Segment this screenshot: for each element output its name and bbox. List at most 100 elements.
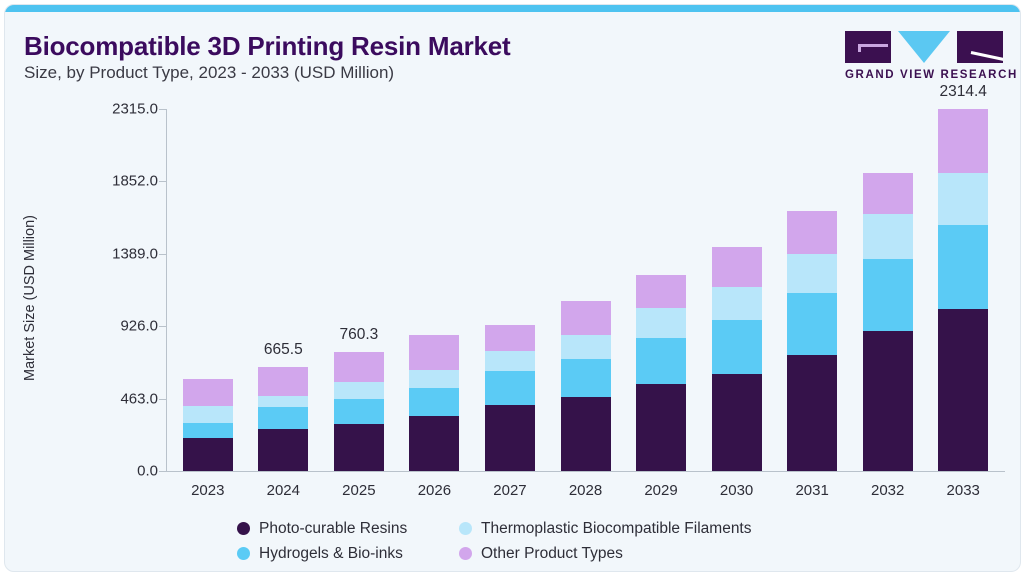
bar-segment[interactable] bbox=[938, 172, 989, 225]
y-axis-line bbox=[166, 109, 167, 471]
bar-segment[interactable] bbox=[787, 355, 838, 471]
y-axis-tick-label: 463.0 bbox=[120, 390, 158, 408]
bar-group[interactable] bbox=[560, 109, 611, 471]
bar-group[interactable] bbox=[258, 109, 309, 471]
bar-segment[interactable] bbox=[636, 384, 687, 471]
legend-row: Photo-curable Resins Thermoplastic Biocom… bbox=[237, 516, 837, 541]
bar-segment[interactable] bbox=[938, 309, 989, 471]
x-axis-tick-label: 2027 bbox=[493, 482, 527, 499]
bar-segment[interactable] bbox=[862, 331, 913, 471]
legend-label: Thermoplastic Biocompatible Filaments bbox=[481, 519, 752, 537]
legend-label: Hydrogels & Bio-inks bbox=[259, 544, 403, 562]
bar-segment[interactable] bbox=[711, 247, 762, 288]
bar-segment[interactable] bbox=[560, 397, 611, 471]
bar-segment[interactable] bbox=[560, 335, 611, 360]
bar-segment[interactable] bbox=[862, 214, 913, 260]
bar-segment[interactable] bbox=[560, 359, 611, 398]
bar-segment[interactable] bbox=[711, 287, 762, 321]
bar-segment[interactable] bbox=[484, 405, 535, 471]
bar-segment[interactable] bbox=[711, 374, 762, 471]
bar-segment[interactable] bbox=[787, 292, 838, 356]
legend-label: Other Product Types bbox=[481, 544, 623, 562]
x-axis-tick-label: 2031 bbox=[795, 482, 829, 499]
bar-group[interactable] bbox=[787, 109, 838, 471]
bar-segment[interactable] bbox=[409, 334, 460, 370]
bar-segment[interactable] bbox=[409, 387, 460, 417]
bar-value-label: 665.5 bbox=[263, 340, 303, 358]
bar-group[interactable] bbox=[484, 109, 535, 471]
bar-segment[interactable] bbox=[636, 338, 687, 385]
bar-group[interactable] bbox=[938, 109, 989, 471]
g-block-icon bbox=[845, 31, 891, 63]
y-axis-tick-label: 0.0 bbox=[137, 462, 158, 480]
bar-segment[interactable] bbox=[258, 366, 309, 397]
x-axis-tick-label: 2030 bbox=[719, 482, 754, 499]
bar-segment[interactable] bbox=[182, 438, 233, 471]
y-axis-tick-label: 1389.0 bbox=[112, 245, 158, 263]
y-axis-tick-label: 926.0 bbox=[120, 317, 158, 335]
bar-segment[interactable] bbox=[333, 352, 384, 383]
y-axis-label: Market Size (USD Million) bbox=[22, 215, 38, 381]
bar-segment[interactable] bbox=[182, 423, 233, 439]
y-axis-tick-label: 1852.0 bbox=[112, 172, 158, 190]
y-axis-tick-mark bbox=[159, 326, 167, 328]
bar-value-label: 2314.4 bbox=[939, 83, 987, 101]
bar-segment[interactable] bbox=[711, 320, 762, 375]
bar-segment[interactable] bbox=[484, 325, 535, 352]
logo-marks bbox=[845, 31, 1003, 63]
bar-segment[interactable] bbox=[182, 379, 233, 406]
brand-logo: GRAND VIEW RESEARCH bbox=[845, 31, 1018, 81]
bar-segment[interactable] bbox=[333, 382, 384, 400]
bar-segment[interactable] bbox=[636, 308, 687, 339]
bar-group[interactable] bbox=[409, 109, 460, 471]
y-axis-tick-mark bbox=[159, 471, 167, 472]
y-axis-tick-label: 2315.0 bbox=[112, 100, 158, 118]
legend-item[interactable]: Thermoplastic Biocompatible Filaments bbox=[459, 520, 752, 538]
bar-segment[interactable] bbox=[938, 109, 989, 173]
bar-segment[interactable] bbox=[258, 429, 309, 471]
x-axis-tick-label: 2025 bbox=[342, 482, 376, 499]
bar-segment[interactable] bbox=[787, 210, 838, 254]
legend-color-dot-icon bbox=[459, 547, 472, 560]
bar-segment[interactable] bbox=[484, 351, 535, 372]
bar-segment[interactable] bbox=[409, 369, 460, 388]
x-axis-tick-label: 2028 bbox=[568, 482, 603, 499]
chart-card: Biocompatible 3D Printing Resin Market S… bbox=[4, 4, 1021, 572]
bar-chart-plot: Market Size (USD Million) 0.0 463.0 926.0 13… bbox=[5, 5, 1020, 571]
bar-value-label: 760.3 bbox=[339, 326, 379, 344]
bar-group[interactable] bbox=[333, 109, 384, 471]
y-axis-tick-mark bbox=[159, 398, 167, 400]
legend-item[interactable]: Hydrogels & Bio-inks bbox=[237, 545, 459, 563]
bar-group[interactable] bbox=[636, 109, 687, 471]
bar-segment[interactable] bbox=[182, 405, 233, 423]
bar-segment[interactable] bbox=[636, 275, 687, 309]
bar-segment[interactable] bbox=[862, 173, 913, 215]
legend-item[interactable]: Other Product Types bbox=[459, 545, 623, 563]
x-axis-tick-label: 2033 bbox=[946, 482, 980, 499]
bar-segment[interactable] bbox=[409, 416, 460, 471]
legend-label: Photo-curable Resins bbox=[259, 519, 408, 537]
x-axis-tick-label: 2032 bbox=[870, 482, 905, 499]
v-triangle-icon bbox=[898, 31, 950, 63]
bar-segment[interactable] bbox=[862, 259, 913, 332]
legend-color-dot-icon bbox=[237, 522, 250, 535]
bar-segment[interactable] bbox=[258, 407, 309, 430]
x-axis-line bbox=[166, 471, 1005, 472]
r-block-icon bbox=[957, 31, 1003, 63]
bar-segment[interactable] bbox=[258, 396, 309, 408]
x-axis-tick-label: 2029 bbox=[644, 482, 678, 499]
bar-segment[interactable] bbox=[333, 424, 384, 471]
y-axis-tick-mark bbox=[159, 253, 167, 255]
legend-item[interactable]: Photo-curable Resins bbox=[237, 520, 459, 538]
bar-segment[interactable] bbox=[560, 300, 611, 336]
bar-group[interactable] bbox=[711, 109, 762, 471]
bar-segment[interactable] bbox=[484, 371, 535, 406]
bar-segment[interactable] bbox=[938, 224, 989, 310]
top-accent-bar bbox=[5, 5, 1020, 12]
logo-text: GRAND VIEW RESEARCH bbox=[845, 69, 1018, 81]
legend-color-dot-icon bbox=[237, 547, 250, 560]
bar-segment[interactable] bbox=[333, 399, 384, 425]
bar-group[interactable] bbox=[862, 109, 913, 471]
bar-segment[interactable] bbox=[787, 253, 838, 293]
bar-group[interactable] bbox=[182, 109, 233, 471]
